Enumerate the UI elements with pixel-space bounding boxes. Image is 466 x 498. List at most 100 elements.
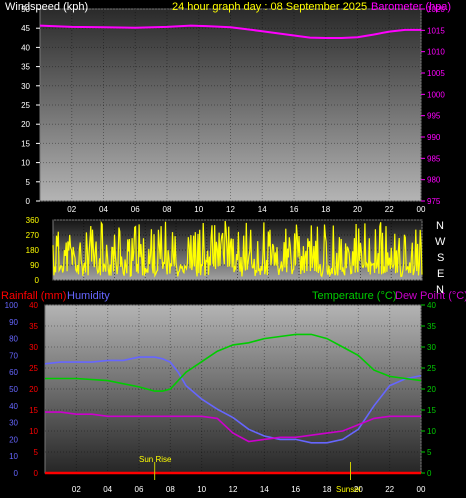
- windspeed-tick-label: 35: [21, 63, 30, 72]
- dewpoint-axis-title: Dew Point (°C): [395, 290, 466, 302]
- humidity-tick-label: 0: [14, 469, 19, 478]
- barometer-tick-label: 1000: [427, 90, 445, 99]
- panel3-x-tick-label: 14: [260, 485, 269, 494]
- panel1-x-tick-label: 08: [163, 205, 172, 214]
- dewpoint-line: [45, 411, 421, 443]
- panel3-x-tick-label: 20: [354, 485, 363, 494]
- humidity-tick-label: 50: [9, 385, 18, 394]
- compass-w: W: [435, 236, 446, 248]
- humidity-tick-label: 10: [9, 452, 18, 461]
- panel1-x-tick-label: 14: [258, 205, 267, 214]
- compass-n-top: N: [436, 220, 444, 232]
- sunset-label: Sunset: [336, 485, 362, 494]
- panel3-x-tick-label: 04: [103, 485, 112, 494]
- windspeed-axis-title: Windspeed (kph): [5, 1, 88, 13]
- temperature-tick-label: 15: [427, 406, 436, 415]
- panel1-x-tick-label: 06: [131, 205, 140, 214]
- temperature-line: [45, 333, 422, 392]
- rainfall-tick-label: 10: [29, 427, 38, 436]
- compass-n-bottom: N: [436, 284, 444, 296]
- direction-tick-label: 270: [26, 231, 40, 240]
- panel1-x-tick-label: 02: [67, 205, 76, 214]
- rainfall-tick-label: 40: [29, 301, 38, 310]
- direction-tick-label: 180: [26, 246, 40, 255]
- panel3-x-tick-label: 22: [385, 485, 394, 494]
- barometer-tick-label: 1010: [427, 48, 445, 57]
- windspeed-tick-label: 15: [21, 139, 30, 148]
- panel1-x-tick-label: 12: [226, 205, 235, 214]
- temperature-tick-label: 40: [427, 301, 436, 310]
- barometer-line: [39, 24, 421, 39]
- barometer-tick-label: 995: [427, 112, 441, 121]
- panel1-x-tick-label: 22: [385, 205, 394, 214]
- barometer-tick-label: 990: [427, 133, 441, 142]
- rainfall-tick-label: 30: [29, 343, 38, 352]
- panel1-x-tick-label: 20: [353, 205, 362, 214]
- temperature-tick-label: 10: [427, 427, 436, 436]
- windspeed-tick-label: 45: [21, 24, 30, 33]
- temperature-tick-label: 30: [427, 343, 436, 352]
- panel1-x-tick-label: 04: [99, 205, 108, 214]
- panel3-x-tick-label: 10: [197, 485, 206, 494]
- direction-tick-label: 360: [26, 216, 40, 225]
- compass-s: S: [437, 252, 444, 264]
- humidity-tick-label: 90: [9, 318, 18, 327]
- panel3-background: [44, 304, 422, 474]
- humidity-tick-label: 40: [9, 402, 18, 411]
- panel1-x-tick-label: 16: [290, 205, 299, 214]
- rainfall-tick-label: 0: [34, 469, 39, 478]
- panel3-x-tick-label: 02: [72, 485, 81, 494]
- rainfall-tick-label: 25: [29, 364, 38, 373]
- rainfall-axis-title: Rainfall (mm): [1, 290, 66, 302]
- windspeed-tick-label: 0: [26, 197, 31, 206]
- rainfall-tick-label: 5: [34, 448, 39, 457]
- compass-e: E: [437, 268, 444, 280]
- barometer-tick-label: 975: [427, 197, 441, 206]
- temperature-tick-label: 20: [427, 385, 436, 394]
- panel1-x-tick-label: 10: [194, 205, 203, 214]
- temperature-tick-label: 35: [427, 322, 436, 331]
- barometer-tick-label: 985: [427, 154, 441, 163]
- humidity-tick-label: 30: [9, 419, 18, 428]
- panel3-x-tick-label: 16: [291, 485, 300, 494]
- humidity-tick-label: 70: [9, 351, 18, 360]
- panel3-x-tick-label: 06: [135, 485, 144, 494]
- rainfall-tick-label: 35: [29, 322, 38, 331]
- windspeed-tick-label: 50: [21, 5, 30, 14]
- humidity-tick-label: 60: [9, 368, 18, 377]
- panel3-x-tick-label: 00: [417, 485, 426, 494]
- barometer-tick-label: 1015: [427, 26, 445, 35]
- barometer-axis-title: Barometer (hpa): [371, 1, 451, 13]
- windspeed-tick-label: 10: [21, 159, 30, 168]
- humidity-axis-title: Humidity: [67, 290, 110, 302]
- rainfall-tick-label: 20: [29, 385, 38, 394]
- rainfall-tick-label: 15: [29, 406, 38, 415]
- sunrise-label: Sun Rise: [139, 455, 172, 464]
- humidity-tick-label: 80: [9, 335, 18, 344]
- windspeed-tick-label: 20: [21, 120, 30, 129]
- panel1-x-tick-label: 00: [417, 205, 426, 214]
- barometer-tick-label: 1005: [427, 69, 445, 78]
- barometer-tick-label: 980: [427, 176, 441, 185]
- barometer-tick-label: 1020: [427, 5, 445, 14]
- temperature-tick-label: 25: [427, 364, 436, 373]
- panel1-x-tick-label: 18: [321, 205, 330, 214]
- panel3-x-tick-label: 12: [229, 485, 238, 494]
- temperature-tick-label: 5: [427, 448, 432, 457]
- panel1-background: [39, 8, 422, 202]
- windspeed-tick-label: 5: [26, 178, 31, 187]
- windspeed-tick-label: 40: [21, 43, 30, 52]
- humidity-tick-label: 20: [9, 435, 18, 444]
- temperature-axis-title: Temperature (°C): [312, 290, 396, 302]
- windspeed-tick-label: 25: [21, 101, 30, 110]
- direction-tick-label: 0: [35, 276, 40, 285]
- temperature-tick-label: 0: [427, 469, 432, 478]
- direction-tick-label: 90: [30, 261, 39, 270]
- humidity-tick-label: 100: [5, 301, 19, 310]
- humidity-line: [44, 356, 422, 444]
- wind-direction-trace: [52, 220, 423, 278]
- panel3-x-tick-label: 08: [166, 485, 175, 494]
- windspeed-tick-label: 30: [21, 82, 30, 91]
